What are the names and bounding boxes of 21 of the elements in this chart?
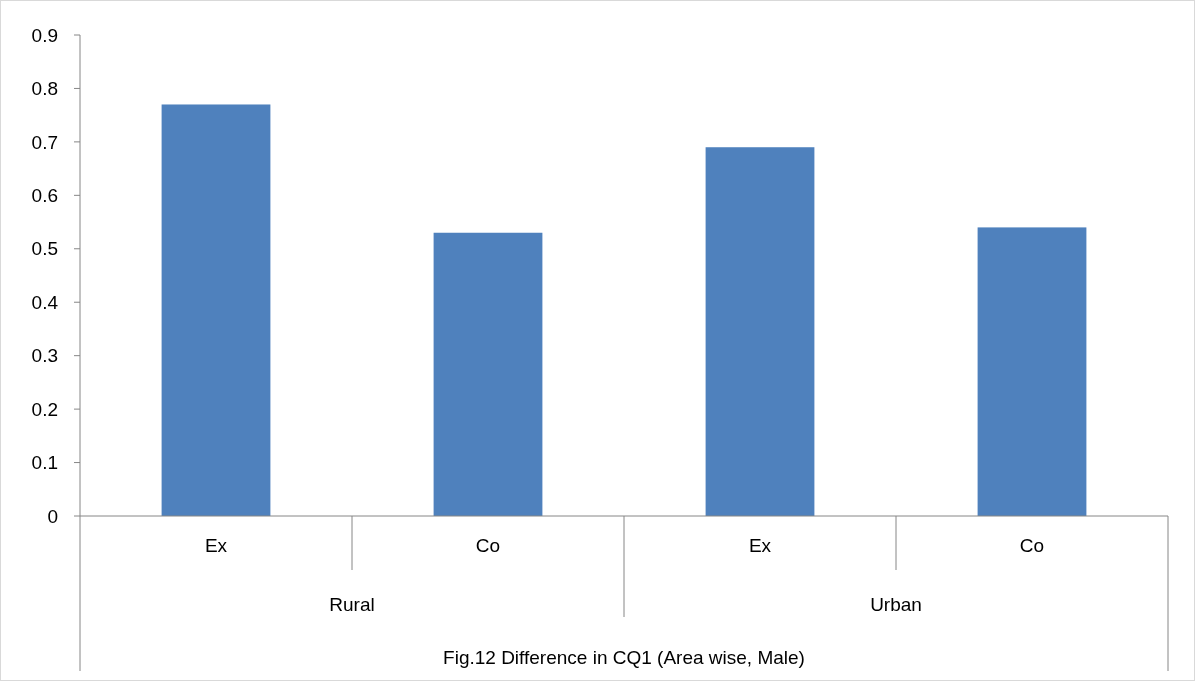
y-tick-label: 0.3	[31, 345, 58, 367]
y-tick-label: 0.4	[31, 291, 59, 313]
bar	[161, 104, 271, 516]
y-tick-label: 0.7	[31, 131, 58, 153]
x-tick-label: Co	[475, 535, 501, 556]
text: Urban	[870, 594, 922, 615]
x-tick-label: Ex	[204, 535, 228, 556]
y-tick-label: 0.9	[31, 24, 58, 46]
bar	[705, 147, 815, 516]
text: Rural	[329, 594, 375, 615]
x-tick-label: Co	[1019, 535, 1045, 556]
x-tick-label: Ex	[748, 535, 772, 556]
bar	[977, 227, 1087, 516]
y-tick-label: 0.6	[31, 184, 58, 206]
y-tick-label: 0.2	[31, 398, 58, 420]
y-tick-label: 0	[47, 505, 58, 527]
bar	[433, 232, 543, 516]
y-tick-label: 0.5	[31, 238, 58, 260]
y-tick-label: 0.1	[31, 452, 58, 474]
text: Fig.12 Difference in CQ1 (Area wise, Male)	[443, 647, 805, 668]
y-tick-label: 0.8	[31, 78, 58, 100]
